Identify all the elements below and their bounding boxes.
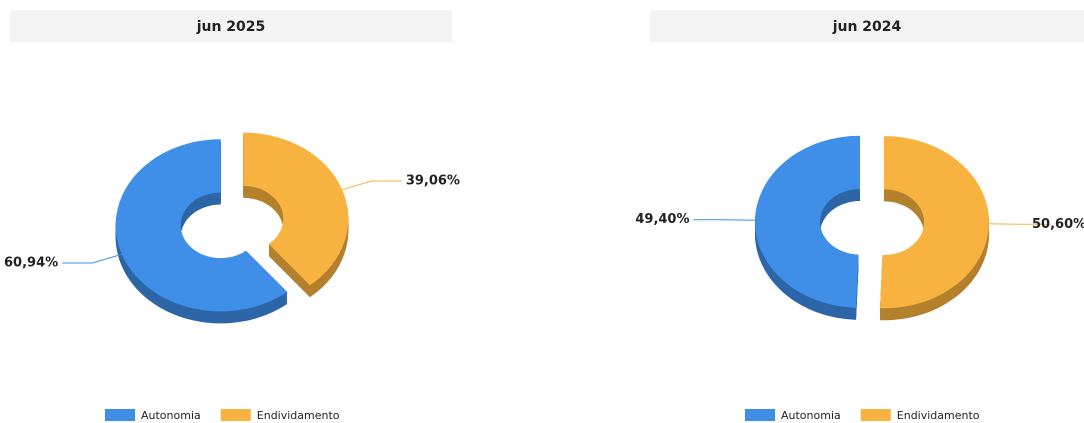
legend-swatch	[220, 409, 251, 421]
slice	[755, 135, 861, 308]
value-label: 50,60%	[1032, 217, 1084, 232]
chart-title: jun 2024	[832, 19, 902, 35]
slice	[115, 139, 288, 312]
legend-label: Autonomia	[781, 409, 841, 422]
title-bar	[650, 10, 1084, 42]
legend-label: Endividamento	[257, 409, 340, 422]
legend-swatch	[860, 409, 891, 421]
legend-label: Autonomia	[141, 409, 201, 422]
leader-line	[342, 180, 402, 191]
slice	[243, 132, 349, 286]
legend-label: Endividamento	[897, 409, 980, 422]
title-bar	[10, 10, 452, 42]
value-label: 49,40%	[635, 212, 689, 227]
slice	[880, 136, 989, 309]
value-label: 39,06%	[406, 173, 460, 188]
legend-swatch	[105, 409, 135, 421]
chart-title: jun 2025	[196, 19, 266, 35]
value-label: 60,94%	[4, 256, 58, 271]
leader-line	[62, 253, 122, 264]
legend-swatch	[745, 409, 775, 421]
